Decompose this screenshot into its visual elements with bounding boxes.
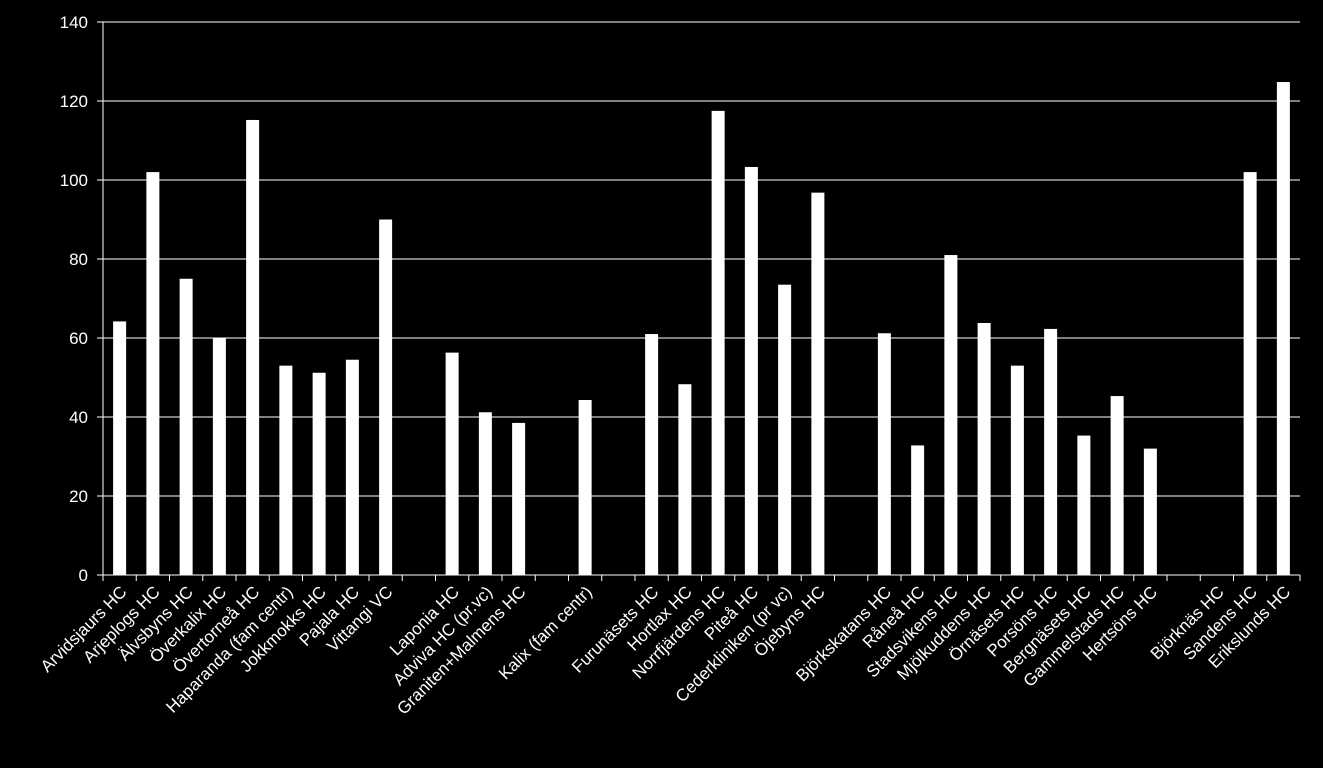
y-tick-label: 40 [69,408,88,427]
bars [113,82,1290,576]
bar [1110,396,1124,575]
gridlines [103,21,1300,497]
y-tick-label: 60 [69,329,88,348]
axes [97,21,1301,581]
bar [744,166,758,575]
y-tick-label: 20 [69,487,88,506]
y-tick-label: 0 [79,566,88,585]
bar [944,255,958,576]
bar [911,445,925,575]
bar [1276,82,1290,575]
y-tick-labels: 0 20 40 60 80 100 120 140 [60,13,88,585]
y-tick-label: 100 [60,171,88,190]
bar [512,422,526,575]
bar [246,119,260,576]
bar [877,333,891,575]
y-tick-label: 80 [69,250,88,269]
bar [645,334,659,575]
bar [678,384,692,575]
bar [778,284,792,575]
bar [1143,448,1157,575]
bar [179,278,193,575]
bar [711,110,725,575]
bar [1077,435,1091,575]
bar [113,321,127,575]
bar [146,172,160,575]
bar [445,352,459,575]
bar [811,192,825,575]
bar [212,338,226,575]
bar [1044,328,1058,575]
bar [1243,172,1257,575]
bar [478,412,492,575]
bar [279,365,293,575]
bar [1010,365,1024,575]
y-tick-label: 120 [60,92,88,111]
bar [977,322,991,575]
bar [312,372,326,575]
y-tick-label: 140 [60,13,88,32]
bar [578,400,592,575]
bar [379,219,393,575]
bar [345,359,359,575]
